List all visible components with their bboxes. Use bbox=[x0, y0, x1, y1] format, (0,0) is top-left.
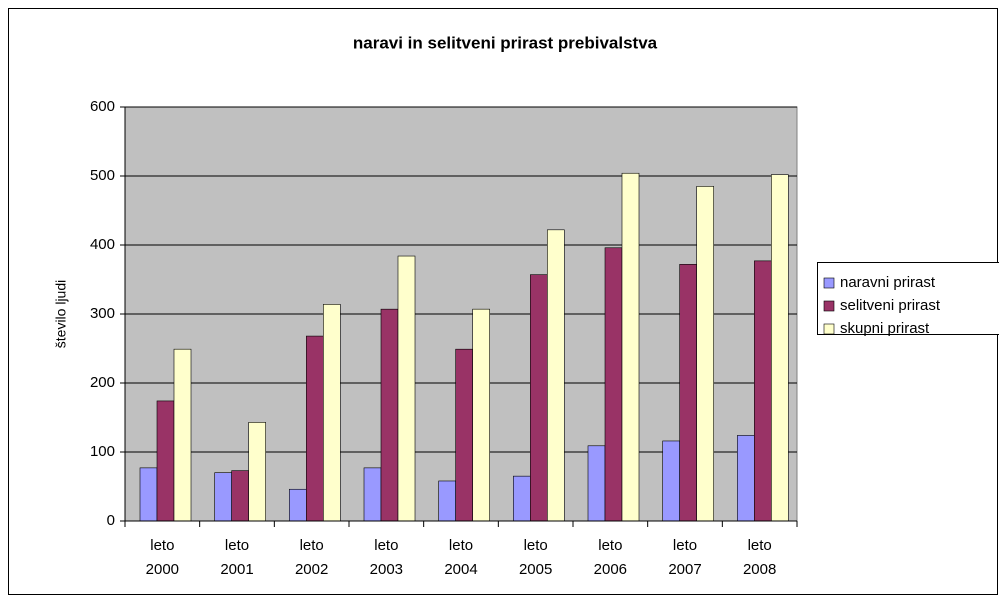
legend-label: naravni prirast bbox=[840, 274, 936, 291]
bar bbox=[679, 264, 697, 522]
bar bbox=[547, 229, 565, 522]
legend-label: selitveni prirast bbox=[840, 297, 941, 314]
y-tick-label: 100 bbox=[90, 443, 115, 460]
y-tick-label: 300 bbox=[90, 305, 115, 322]
x-tick-label: leto 2005 bbox=[518, 537, 553, 578]
bar bbox=[289, 488, 307, 522]
x-tick-label: leto 2002 bbox=[294, 537, 329, 578]
bar bbox=[173, 348, 192, 522]
x-tick-label: leto 2000 bbox=[145, 537, 180, 578]
bar bbox=[156, 400, 175, 522]
x-tick-label: leto 2008 bbox=[742, 537, 777, 578]
y-tick-label: 200 bbox=[90, 374, 115, 391]
bar bbox=[397, 255, 416, 522]
bar bbox=[139, 467, 158, 522]
bar bbox=[363, 467, 382, 522]
bar bbox=[214, 472, 232, 522]
bar bbox=[530, 274, 548, 522]
x-tick-label: leto 2006 bbox=[593, 537, 628, 578]
y-tick-label: 400 bbox=[90, 236, 115, 253]
bar bbox=[306, 335, 324, 522]
x-tick-label: leto 2004 bbox=[444, 537, 478, 578]
bar bbox=[380, 308, 399, 522]
bar bbox=[248, 422, 266, 522]
bar bbox=[604, 247, 623, 522]
legend-label: skupni prirast bbox=[840, 320, 930, 337]
bar bbox=[621, 172, 640, 522]
bar bbox=[662, 440, 680, 522]
legend-swatch bbox=[823, 277, 835, 289]
bar bbox=[737, 435, 755, 522]
bar bbox=[231, 470, 249, 522]
bar bbox=[323, 304, 341, 522]
legend-box bbox=[817, 262, 999, 335]
y-axis-label: število ljudi bbox=[53, 280, 69, 348]
x-tick-label: leto 2003 bbox=[369, 537, 404, 578]
x-tick-label: leto 2001 bbox=[220, 537, 254, 578]
bar bbox=[587, 445, 606, 522]
bar bbox=[754, 260, 772, 522]
x-tick-label: leto 2007 bbox=[668, 537, 702, 578]
legend-swatch bbox=[823, 300, 835, 312]
chart-title: naravi in selitveni prirast prebivalstva bbox=[353, 33, 658, 52]
bar bbox=[455, 348, 473, 522]
bar bbox=[513, 475, 531, 522]
y-tick-label: 0 bbox=[107, 512, 115, 529]
bar bbox=[438, 480, 456, 522]
bar bbox=[472, 308, 490, 522]
legend-swatch bbox=[823, 323, 835, 335]
bar bbox=[771, 174, 789, 522]
y-tick-label: 500 bbox=[90, 167, 115, 184]
y-tick-label: 600 bbox=[90, 98, 115, 115]
bar bbox=[696, 186, 714, 522]
